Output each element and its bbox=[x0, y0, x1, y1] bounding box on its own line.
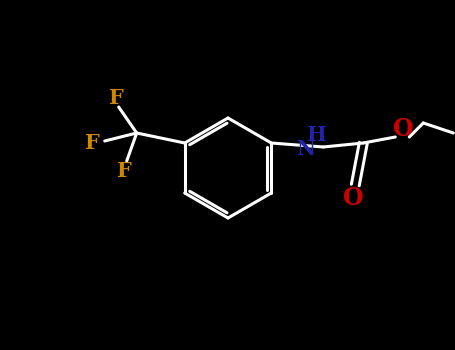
Text: O: O bbox=[393, 117, 414, 141]
Text: F: F bbox=[86, 133, 100, 153]
Text: O: O bbox=[343, 186, 364, 210]
Text: F: F bbox=[117, 161, 132, 181]
Text: F: F bbox=[109, 88, 124, 108]
Text: N: N bbox=[296, 139, 315, 159]
Text: H: H bbox=[308, 125, 327, 145]
